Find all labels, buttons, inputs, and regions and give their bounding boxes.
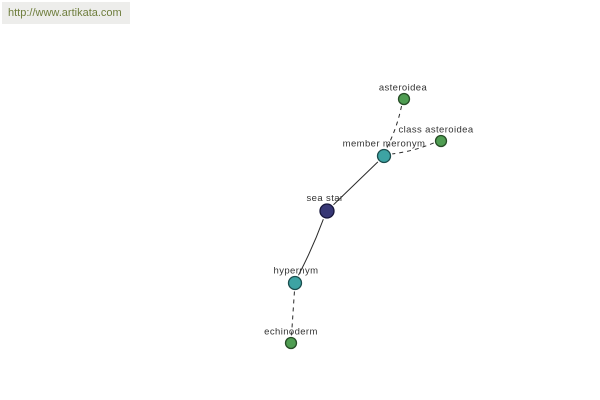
node-sea-star[interactable] (319, 203, 335, 219)
node-asteroidea[interactable] (397, 92, 411, 106)
node-echinoderm[interactable] (284, 336, 298, 350)
node-label-sea-star[interactable]: sea star (307, 193, 344, 204)
node-label-echinoderm[interactable]: echinoderm (264, 327, 318, 338)
node-label-hypernym[interactable]: hypernym (274, 266, 319, 277)
node-member-meronym[interactable] (376, 148, 392, 164)
edge-sea-star-hypernym (298, 219, 324, 276)
edge-member-meronym-sea-star (333, 161, 379, 206)
node-hypernym[interactable] (287, 275, 303, 291)
url-label: http://www.artikata.com (2, 2, 130, 24)
edge-class-asteroidea-member-meronym (392, 142, 434, 155)
node-label-class-asteroidea[interactable]: class asteroidea (398, 125, 473, 136)
node-class-asteroidea[interactable] (434, 134, 448, 148)
node-label-asteroidea[interactable]: asteroidea (379, 83, 428, 94)
node-label-member-meronym[interactable]: member meronym (343, 139, 426, 150)
edge-hypernym-echinoderm (291, 291, 295, 336)
edge-asteroidea-member-meronym (386, 105, 403, 149)
